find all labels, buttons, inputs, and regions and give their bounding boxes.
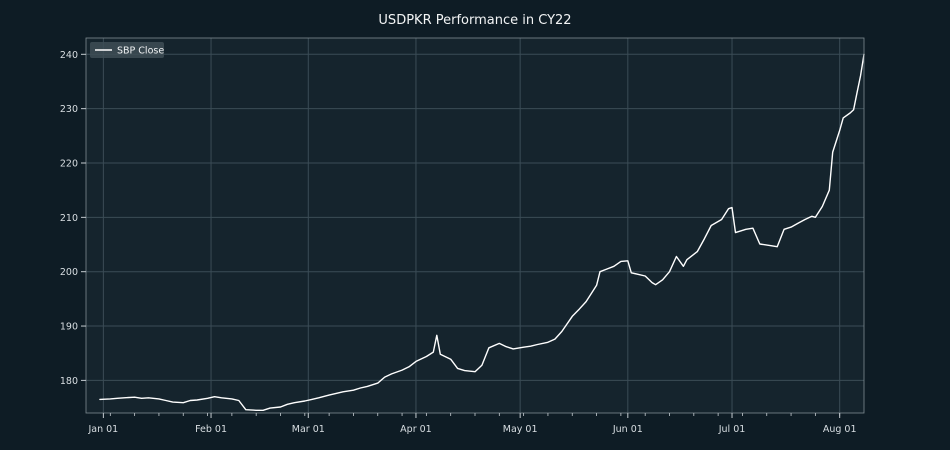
x-tick-label: Feb 01 xyxy=(195,424,227,435)
y-tick-label: 230 xyxy=(60,104,78,115)
x-tick-label: Aug 01 xyxy=(823,424,857,435)
x-tick-label: Apr 01 xyxy=(400,424,432,435)
y-tick-label: 220 xyxy=(60,159,78,170)
plot-area: Jan 01 Feb 01 Mar 01 Apr 01 May 01 Jun 01 Jul … xyxy=(60,37,865,435)
y-tick-label: 180 xyxy=(60,376,78,387)
y-tick-label: 200 xyxy=(60,267,78,278)
x-tick-label: Mar 01 xyxy=(292,424,325,435)
x-tick-label: Jun 01 xyxy=(612,424,643,435)
gridlines xyxy=(86,38,864,413)
x-tick-label: May 01 xyxy=(503,424,538,435)
plot-background xyxy=(86,38,864,413)
legend: SBP Close xyxy=(90,42,164,58)
x-tick-label: Jul 01 xyxy=(718,424,746,435)
series-line-sbp-close xyxy=(99,53,865,411)
y-tick-label: 240 xyxy=(60,50,78,61)
x-tick-label: Jan 01 xyxy=(87,424,118,435)
chart-title: USDPKR Performance in CY22 xyxy=(378,13,571,28)
y-tick-label: 190 xyxy=(60,322,78,333)
legend-label: SBP Close xyxy=(117,46,164,57)
y-tick-label: 210 xyxy=(60,213,78,224)
legend-box xyxy=(90,42,164,58)
